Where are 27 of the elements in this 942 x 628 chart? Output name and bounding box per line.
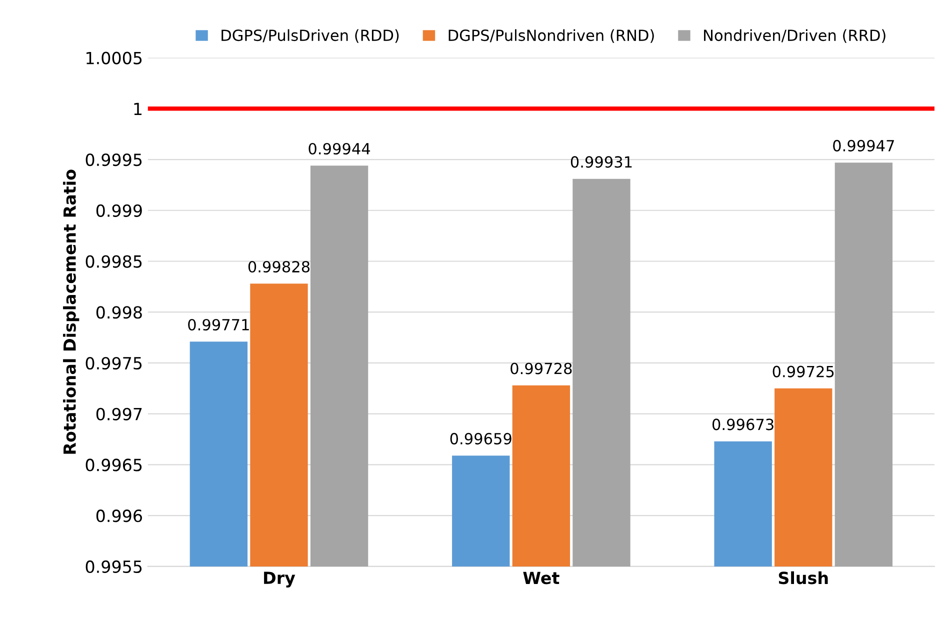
y-tick-label: 0.9965 — [86, 458, 142, 472]
data-label: 0.99659 — [450, 432, 512, 444]
legend-label: DGPS/PulsDriven (RDD) — [222, 29, 399, 43]
y-tick-label: 0.9955 — [86, 560, 142, 574]
y-axis-title: Rotational Displacement Ratio — [63, 170, 80, 454]
data-label: 0.99944 — [308, 142, 370, 155]
legend-label: DGPS/PulsNondriven (RND) — [448, 29, 654, 43]
y-tick-label: 1 — [134, 102, 142, 115]
data-label: 0.99931 — [570, 156, 632, 168]
y-tick-label: 1.0005 — [86, 52, 142, 64]
y-tick-label: 0.996 — [96, 510, 142, 522]
legend-label: Nondriven/Driven (RRD) — [704, 29, 886, 43]
x-tick-label: Slush — [778, 571, 828, 584]
y-tick-label: 0.9985 — [86, 255, 142, 268]
x-tick-label: Dry — [264, 572, 296, 588]
data-label: 0.99771 — [188, 318, 249, 331]
y-tick-label: 0.997 — [96, 408, 142, 420]
y-tick-label: 0.998 — [96, 306, 142, 319]
data-label: 0.99725 — [772, 366, 834, 378]
x-tick-label: Wet — [523, 572, 560, 584]
y-tick-label: 0.999 — [96, 204, 142, 217]
y-tick-label: 0.9995 — [86, 153, 142, 166]
data-label: 0.99828 — [248, 260, 310, 273]
data-label: 0.99728 — [510, 362, 572, 374]
y-tick-label: 0.9975 — [86, 356, 142, 370]
data-label: 0.99947 — [833, 140, 894, 152]
data-label: 0.99673 — [712, 418, 774, 430]
